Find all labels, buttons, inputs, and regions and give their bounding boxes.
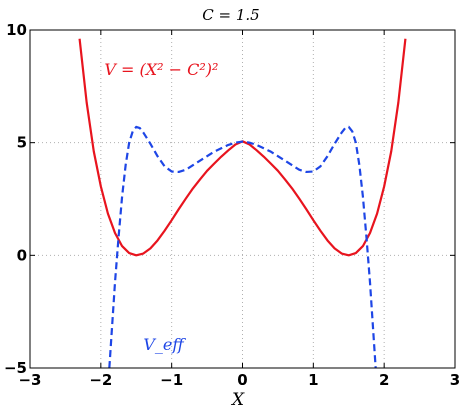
- y-tick-label-0: −5: [4, 359, 27, 377]
- y-tick-label-2: 5: [17, 134, 27, 152]
- series-group: [78, 38, 407, 368]
- blue-curve-annotation: V_eff: [143, 335, 186, 354]
- x-tick-label-5: 2: [379, 371, 389, 389]
- x-axis-label: X: [230, 390, 245, 410]
- x-tick-label-3: 0: [237, 371, 247, 389]
- tick-labels: −3 −2 −1 0 1 2 3 −5 0 5 10: [4, 21, 460, 389]
- x-tick-label-1: −2: [89, 371, 112, 389]
- series-line-1: [108, 125, 377, 368]
- x-tick-label-2: −1: [160, 371, 183, 389]
- x-tick-label-6: 3: [450, 371, 460, 389]
- y-tick-label-1: 0: [17, 246, 27, 264]
- tick-marks: [29, 29, 456, 369]
- grid-lines: [30, 30, 455, 368]
- red-curve-annotation: V = (X² − C²)²: [104, 60, 218, 79]
- x-tick-label-0: −3: [18, 371, 41, 389]
- x-tick-label-4: 1: [308, 371, 318, 389]
- y-tick-label-3: 10: [6, 21, 27, 39]
- chart-title: C = 1.5: [202, 6, 259, 24]
